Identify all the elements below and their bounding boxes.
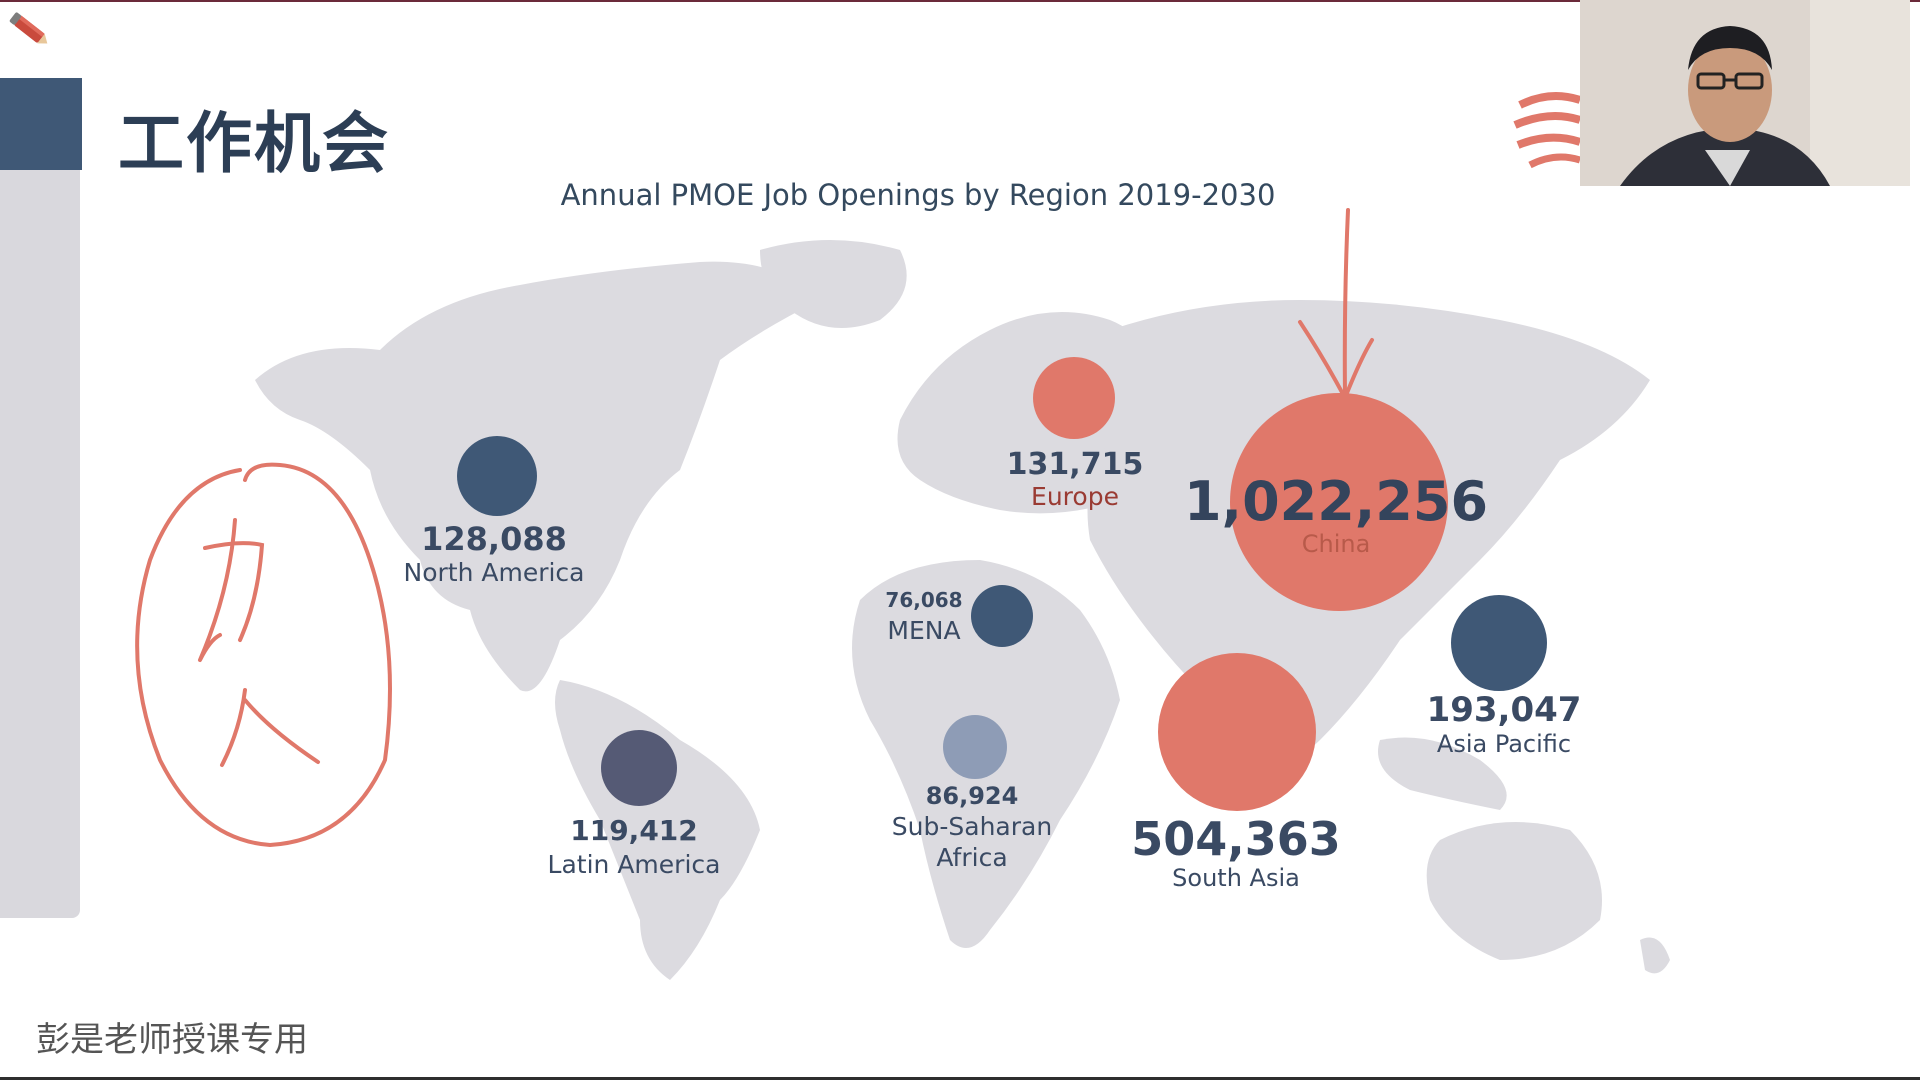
value-sub-saharan-africa: 86,924 <box>925 782 1019 810</box>
name-latin-america: Latin America <box>547 850 721 879</box>
map-australia <box>1426 822 1602 960</box>
bottom-border <box>0 1077 1920 1080</box>
page-title: 工作机会 <box>118 105 390 182</box>
name-europe: Europe <box>1031 482 1119 511</box>
brand-logo-icon <box>1513 92 1580 169</box>
bubble-sub-saharan-africa <box>943 715 1007 779</box>
bubble-latin-america <box>601 730 677 806</box>
bubble-china <box>1230 393 1448 611</box>
value-mena: 76,068 <box>885 588 963 612</box>
value-north-america: 128,088 <box>421 520 567 558</box>
presenter-image <box>1580 0 1910 186</box>
map-north-america <box>255 261 820 692</box>
chart-title: Annual PMOE Job Openings by Region 2019-… <box>560 178 1276 212</box>
watermark: 彭是老师授课专用 <box>36 1020 308 1060</box>
bubble-south-asia <box>1158 653 1316 811</box>
name-sub-saharan-africa-line1: Sub-Saharan <box>891 812 1053 841</box>
top-border <box>0 0 1920 2</box>
name-sub-saharan-africa-line2: Africa <box>936 843 1008 872</box>
name-china: China <box>1301 530 1371 558</box>
value-latin-america: 119,412 <box>570 814 698 847</box>
pencil-icon[interactable] <box>6 8 54 52</box>
bubble-mena <box>971 585 1033 647</box>
name-mena: MENA <box>887 616 961 645</box>
bubble-europe <box>1033 357 1115 439</box>
value-asia-pacific: 193,047 <box>1426 690 1582 730</box>
name-asia-pacific: Asia Pacific <box>1436 730 1572 758</box>
webcam-video <box>1580 0 1910 186</box>
value-europe: 131,715 <box>1006 447 1144 482</box>
map-sea-islands <box>1378 737 1507 810</box>
bubble-asia-pacific <box>1451 595 1547 691</box>
side-panel <box>0 168 80 918</box>
value-south-asia: 504,363 <box>1131 812 1341 866</box>
value-china: 1,022,256 <box>1183 470 1489 533</box>
map-new-zealand <box>1640 937 1670 974</box>
bubble-north-america <box>457 436 537 516</box>
name-north-america: North America <box>403 558 585 587</box>
title-accent-bar <box>0 78 82 170</box>
map-greenland <box>760 240 907 328</box>
name-south-asia: South Asia <box>1172 864 1300 892</box>
